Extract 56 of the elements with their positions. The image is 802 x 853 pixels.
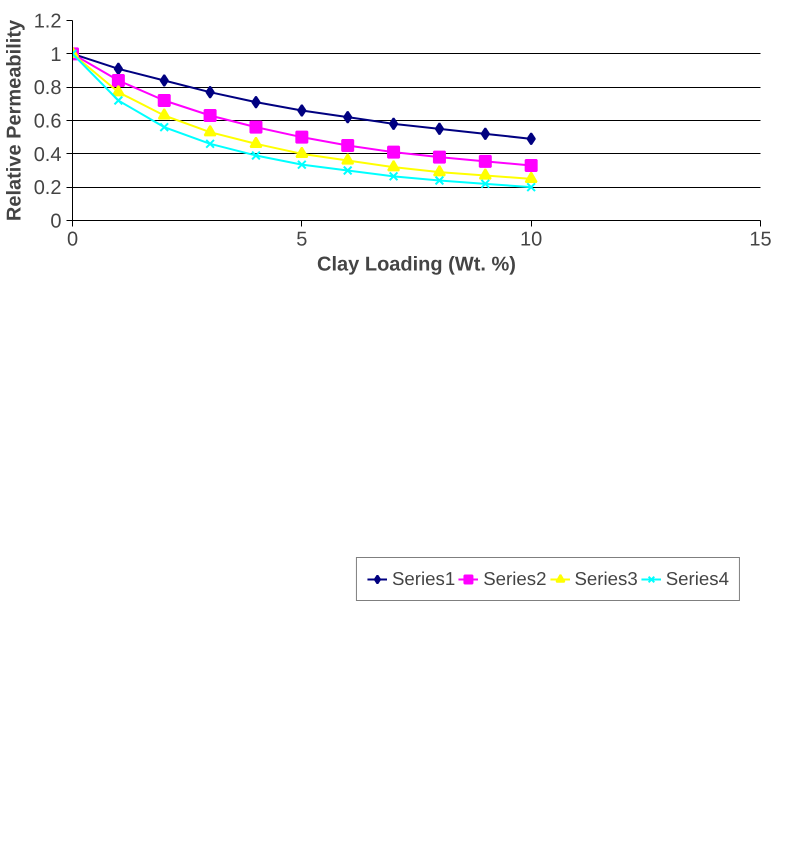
point: [251, 96, 261, 109]
point: [114, 62, 124, 76]
y-tick-label: 0: [50, 210, 62, 232]
x-tick-label: 10: [520, 228, 542, 250]
x-tick-label: 15: [749, 228, 772, 250]
x-tick-label: 0: [66, 228, 78, 250]
point: [480, 127, 490, 140]
point: [434, 176, 444, 186]
point: [295, 146, 308, 158]
point: [342, 166, 353, 176]
point: [158, 94, 171, 107]
point: [204, 124, 217, 136]
point: [205, 86, 215, 99]
point: [526, 182, 536, 192]
y-axis-title: Relative Permeability: [4, 19, 26, 222]
point: [524, 159, 538, 172]
point: [524, 171, 538, 184]
y-tick-label: 0.2: [34, 177, 62, 200]
point: [295, 130, 308, 144]
point: [160, 74, 169, 87]
legend-label: Series4: [666, 568, 729, 590]
point: [387, 160, 400, 172]
point: [249, 136, 262, 148]
point: [387, 146, 400, 159]
point: [343, 110, 352, 124]
x-axis-title: Clay Loading (Wt. %): [317, 254, 516, 276]
point: [205, 138, 215, 149]
point: [249, 120, 262, 134]
point: [388, 117, 398, 130]
y-tick-label: 0.8: [34, 77, 62, 100]
point: [480, 178, 490, 189]
y-tick-label: 1: [50, 44, 62, 66]
legend-label: Series1: [392, 568, 456, 590]
point: [478, 168, 492, 180]
point: [388, 171, 398, 182]
point: [432, 164, 446, 176]
point: [341, 139, 354, 152]
point: [341, 153, 354, 165]
point: [204, 109, 217, 122]
point: [478, 154, 492, 168]
point: [434, 122, 444, 136]
point: [158, 108, 171, 120]
legend-label: Series3: [574, 568, 638, 590]
point: [112, 74, 125, 87]
point: [297, 104, 306, 117]
legend-label: Series2: [483, 568, 546, 590]
point: [526, 132, 536, 146]
point: [432, 150, 446, 164]
point: [113, 96, 124, 106]
point: [159, 122, 170, 132]
point: [296, 160, 307, 170]
point: [251, 150, 261, 160]
y-tick-label: 1.2: [34, 10, 62, 32]
x-tick-label: 5: [296, 228, 308, 250]
y-tick-label: 0.6: [34, 110, 62, 132]
y-tick-label: 0.4: [34, 144, 62, 166]
